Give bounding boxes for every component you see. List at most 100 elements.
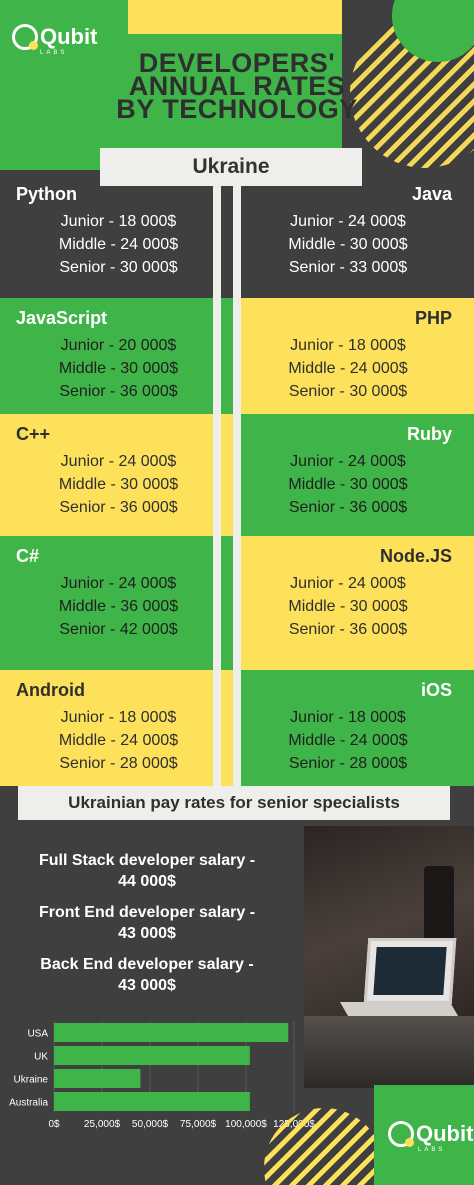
- salary-full-stack: Full Stack developer salary - 44 000$: [38, 852, 256, 890]
- tech-rates: Junior - 18 000$ Middle - 24 000$ Senior -…: [0, 706, 237, 775]
- x-tick-label: 50,000$: [132, 1119, 169, 1130]
- logo-q-icon: [12, 24, 38, 50]
- rate-junior: Junior - 24 000$: [60, 575, 177, 592]
- desk-shape: [304, 1016, 474, 1088]
- country-banner: Ukraine: [100, 148, 362, 186]
- pay-rates-banner: Ukrainian pay rates for senior specialis…: [18, 786, 450, 820]
- x-tick-label: 100,000$: [225, 1119, 267, 1130]
- tech-card-javascript: JavaScript Junior - 20 000$ Middle - 30 00…: [0, 298, 237, 414]
- rate-senior: Senior - 42 000$: [59, 621, 178, 638]
- rate-senior: Senior - 28 000$: [59, 755, 178, 772]
- salary-back-end: Back End developer salary - 43 000$: [40, 956, 254, 994]
- logo-sub-bottom: LABS: [418, 1147, 446, 1153]
- tech-card-csharp: C# Junior - 24 000$ Middle - 36 000$ Senior…: [0, 536, 237, 670]
- rate-junior: Junior - 24 000$: [290, 453, 406, 470]
- rate-junior: Junior - 24 000$: [290, 213, 406, 230]
- bar-ukraine: [54, 1069, 141, 1088]
- rate-middle: Middle - 30 000$: [288, 598, 408, 615]
- rate-junior: Junior - 18 000$: [60, 213, 177, 230]
- bar-australia: [54, 1092, 250, 1111]
- rate-junior: Junior - 20 000$: [60, 337, 177, 354]
- tech-rates: Junior - 24 000$ Middle - 30 000$ Senior -…: [237, 572, 459, 641]
- salary-front-end: Front End developer salary - 43 000$: [38, 904, 256, 942]
- tech-name: JavaScript: [16, 308, 108, 328]
- tech-rates: Junior - 24 000$ Middle - 30 000$ Senior -…: [0, 450, 237, 519]
- tech-name: C#: [16, 546, 40, 566]
- rate-junior: Junior - 18 000$: [60, 709, 177, 726]
- title-line-1: DEVELOPERS': [138, 48, 336, 78]
- tech-rates: Junior - 18 000$ Middle - 24 000$ Senior -…: [0, 210, 237, 279]
- rate-middle: Middle - 24 000$: [288, 360, 408, 377]
- tech-name: C++: [16, 424, 51, 444]
- rate-middle: Middle - 30 000$: [288, 236, 408, 253]
- laptop-base-shape: [339, 1002, 459, 1016]
- logo-text-bottom: Qubit: [416, 1121, 474, 1146]
- rate-middle: Middle - 30 000$: [288, 476, 408, 493]
- rate-junior: Junior - 24 000$: [60, 453, 177, 470]
- tech-rates: Junior - 20 000$ Middle - 30 000$ Senior -…: [0, 334, 237, 403]
- rate-senior: Senior - 30 000$: [59, 259, 178, 276]
- center-divider-2: [233, 186, 241, 786]
- logo-q-icon-bottom: [388, 1121, 414, 1147]
- header-yellow-bar: [128, 0, 342, 34]
- rate-middle: Middle - 24 000$: [58, 732, 179, 749]
- tech-card-python: Python Junior - 18 000$ Middle - 24 000$ Se…: [0, 170, 237, 298]
- tech-rates: Junior - 24 000$ Middle - 36 000$ Senior -…: [0, 572, 237, 641]
- category-label: USA: [27, 1029, 48, 1040]
- tech-name: PHP: [414, 308, 452, 328]
- header: Qubit LABS DEVELOPERS' ANNUAL RATES BY T…: [0, 0, 474, 170]
- logo-bottom: Qubit: [388, 1121, 473, 1147]
- tech-rates: Junior - 24 000$ Middle - 30 000$ Senior -…: [237, 210, 459, 279]
- category-label: Ukraine: [14, 1075, 49, 1086]
- salary-bar-chart: 0$25,000$50,000$75,000$100,000$125,000$U…: [0, 1015, 340, 1130]
- rate-junior: Junior - 24 000$: [290, 575, 406, 592]
- tech-name: Android: [16, 680, 85, 700]
- bar-uk: [54, 1046, 250, 1065]
- bottom-logo-box: Qubit LABS: [374, 1085, 474, 1185]
- rate-senior: Senior - 36 000$: [288, 499, 408, 516]
- rate-middle: Middle - 30 000$: [58, 360, 179, 377]
- rate-senior: Senior - 28 000$: [288, 755, 408, 772]
- center-divider-1: [213, 186, 221, 786]
- category-label: Australia: [9, 1098, 48, 1109]
- title-line-2: ANNUAL RATES: [128, 71, 346, 101]
- rate-middle: Middle - 24 000$: [58, 236, 179, 253]
- rate-senior: Senior - 30 000$: [288, 383, 408, 400]
- tech-card-php: PHP Junior - 18 000$ Middle - 24 000$ Senio…: [237, 298, 474, 414]
- rate-senior: Senior - 33 000$: [288, 259, 408, 276]
- tech-card-java: Java Junior - 24 000$ Middle - 30 000$ Seni…: [237, 170, 474, 298]
- laptop-icon: [363, 938, 457, 1004]
- tech-card-ios: iOS Junior - 18 000$ Middle - 24 000$ Senio…: [237, 670, 474, 786]
- tech-card-cpp: C++ Junior - 24 000$ Middle - 30 000$ Senio…: [0, 414, 237, 536]
- logo: Qubit: [12, 24, 97, 50]
- x-tick-label: 75,000$: [180, 1119, 217, 1130]
- workspace-photo: [304, 826, 474, 1088]
- chart-svg: 0$25,000$50,000$75,000$100,000$125,000$U…: [9, 1021, 315, 1130]
- tech-rates: Junior - 18 000$ Middle - 24 000$ Senior -…: [237, 334, 459, 403]
- logo-sub: LABS: [40, 50, 68, 56]
- rate-junior: Junior - 18 000$: [290, 337, 406, 354]
- category-label: UK: [34, 1052, 48, 1063]
- rate-senior: Senior - 36 000$: [288, 621, 408, 638]
- rate-middle: Middle - 24 000$: [288, 732, 408, 749]
- rate-junior: Junior - 18 000$: [290, 709, 406, 726]
- tech-card-android: Android Junior - 18 000$ Middle - 24 000$ S…: [0, 670, 237, 786]
- tech-rates: Junior - 24 000$ Middle - 30 000$ Senior -…: [237, 450, 459, 519]
- x-tick-label: 25,000$: [84, 1119, 121, 1130]
- rate-senior: Senior - 36 000$: [59, 499, 178, 516]
- tech-card-ruby: Ruby Junior - 24 000$ Middle - 30 000$ Seni…: [237, 414, 474, 536]
- tech-name: Ruby: [407, 424, 452, 444]
- page-title: DEVELOPERS' ANNUAL RATES BY TECHNOLOGY: [100, 48, 374, 124]
- title-line-3: BY TECHNOLOGY: [116, 94, 358, 124]
- tech-name: iOS: [420, 680, 452, 700]
- tech-name: Java: [411, 184, 452, 204]
- bar-usa: [54, 1023, 289, 1042]
- tech-name: Node.JS: [379, 546, 452, 566]
- tech-name: Python: [16, 184, 77, 204]
- rate-middle: Middle - 30 000$: [58, 476, 179, 493]
- logo-text: Qubit: [40, 24, 98, 49]
- x-tick-label: 0$: [48, 1119, 60, 1130]
- tech-card-nodejs: Node.JS Junior - 24 000$ Middle - 30 000$ S…: [237, 536, 474, 670]
- tech-rates: Junior - 18 000$ Middle - 24 000$ Senior -…: [237, 706, 459, 775]
